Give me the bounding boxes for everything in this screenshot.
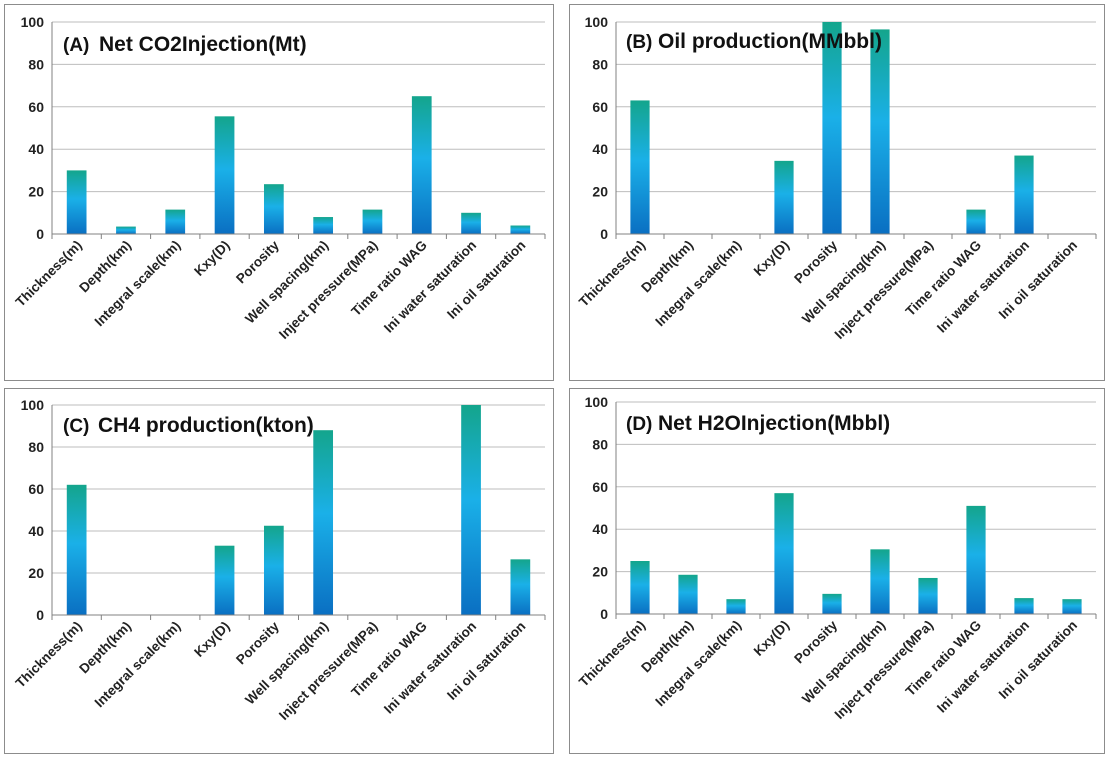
bar-d-0 <box>630 561 650 614</box>
y-tick-label-a-2: 40 <box>28 141 44 157</box>
bar-a-0 <box>66 170 87 234</box>
panel-label-d: (D) <box>626 414 652 435</box>
bar-d-6 <box>918 577 938 614</box>
y-tick-label-c-3: 60 <box>28 481 44 497</box>
bar-a-3 <box>214 116 235 234</box>
bar-a-5 <box>313 217 334 234</box>
y-tick-label-c-4: 80 <box>28 439 44 455</box>
panel-label-a: (A) <box>63 35 89 56</box>
bar-a-6 <box>362 209 383 234</box>
x-category-label-a-0: Thickness(m) <box>13 238 85 310</box>
bar-a-8 <box>461 212 481 234</box>
bar-c-5 <box>313 430 334 615</box>
y-tick-label-b-5: 100 <box>585 14 609 30</box>
bar-b-8 <box>1014 155 1034 234</box>
bar-d-5 <box>870 549 890 614</box>
chart-title-b: Oil production(MMbbl) <box>658 30 882 53</box>
x-category-label-c-6: Inject pressure(MPa) <box>276 619 381 724</box>
chart-panel-a: 0 20 40 60 80 100 Thickness(m) Depth(km) Integr… <box>4 4 554 381</box>
y-tick-label-a-4: 80 <box>28 56 44 72</box>
bar-a-1 <box>116 226 136 234</box>
y-tick-label-d-5: 100 <box>585 394 609 410</box>
bar-d-8 <box>1014 598 1034 614</box>
x-category-label-a-3: Kxy(D) <box>191 238 232 279</box>
chart-panel-d: 0 20 40 60 80 100 Thickness(m) Depth(km) Integr… <box>569 388 1105 754</box>
bar-c-8 <box>461 405 481 615</box>
panel-label-b: (B) <box>626 32 652 53</box>
y-tick-label-b-2: 40 <box>592 141 608 157</box>
bar-d-3 <box>774 493 794 614</box>
y-tick-label-c-2: 40 <box>28 523 44 539</box>
y-tick-label-b-3: 60 <box>592 99 608 115</box>
x-category-label-d-3: Kxy(D) <box>751 618 792 659</box>
x-category-label-a-4: Porosity <box>233 237 282 286</box>
x-category-label-b-4: Porosity <box>791 237 840 286</box>
x-category-label-a-2: Integral scale(km) <box>92 238 184 330</box>
y-tick-label-c-1: 20 <box>28 565 44 581</box>
bar-a-2 <box>165 209 186 234</box>
bar-c-4 <box>263 525 284 615</box>
y-tick-label-d-0: 0 <box>600 606 608 622</box>
chart-title-a: Net CO2Injection(Mt) <box>99 33 307 56</box>
bar-b-5 <box>870 29 890 235</box>
bar-d-1 <box>678 574 698 614</box>
y-tick-label-a-1: 20 <box>28 184 44 200</box>
bar-b-7 <box>966 209 986 234</box>
bar-a-4 <box>263 184 284 234</box>
y-tick-label-d-1: 20 <box>592 564 608 580</box>
x-category-label-c-4: Porosity <box>233 618 282 667</box>
x-category-label-d-5: Well spacing(km) <box>799 618 888 707</box>
x-category-label-d-2: Integral scale(km) <box>652 618 744 710</box>
x-category-label-c-8: Ini water saturation <box>381 619 479 717</box>
bar-c-3 <box>214 545 235 615</box>
bar-a-9 <box>510 225 531 234</box>
y-tick-label-a-3: 60 <box>28 99 44 115</box>
bar-d-4 <box>822 593 842 614</box>
x-category-label-c-5: Well spacing(km) <box>242 619 331 708</box>
bar-a-7 <box>411 96 432 234</box>
y-tick-label-b-0: 0 <box>600 226 608 242</box>
x-category-label-d-8: Ini water saturation <box>934 618 1032 716</box>
bar-c-9 <box>510 559 531 615</box>
y-tick-label-d-2: 40 <box>592 521 608 537</box>
chart-title-d: Net H2OInjection(Mbbl) <box>658 412 890 435</box>
bar-b-4 <box>822 22 842 234</box>
y-tick-label-c-5: 100 <box>21 397 45 413</box>
x-category-label-c-0: Thickness(m) <box>13 619 85 691</box>
chart-panel-b: 0 20 40 60 80 100 Thickness(m) Depth(km) Integr… <box>569 4 1105 381</box>
panel-label-c: (C) <box>63 416 89 437</box>
x-category-label-b-5: Well spacing(km) <box>799 238 888 327</box>
x-category-label-d-4: Porosity <box>791 617 840 666</box>
y-tick-label-a-0: 0 <box>36 226 44 242</box>
bar-d-9 <box>1062 599 1082 614</box>
y-tick-label-a-5: 100 <box>21 14 45 30</box>
y-tick-label-c-0: 0 <box>36 607 44 623</box>
x-category-label-b-0: Thickness(m) <box>576 238 648 310</box>
y-tick-label-b-4: 80 <box>592 56 608 72</box>
bar-c-0 <box>66 484 87 615</box>
y-tick-label-d-4: 80 <box>592 436 608 452</box>
x-category-label-b-3: Kxy(D) <box>751 238 792 279</box>
y-tick-label-b-1: 20 <box>592 184 608 200</box>
x-category-label-c-3: Kxy(D) <box>191 619 232 660</box>
chart-title-c: CH4 production(kton) <box>98 414 314 437</box>
x-category-label-d-0: Thickness(m) <box>576 618 648 690</box>
x-category-label-b-8: Ini water saturation <box>934 238 1032 336</box>
bar-b-3 <box>774 160 794 234</box>
x-category-label-b-2: Integral scale(km) <box>652 238 744 330</box>
bar-b-0 <box>630 100 650 234</box>
x-category-label-c-2: Integral scale(km) <box>92 619 184 711</box>
bar-d-7 <box>966 505 986 614</box>
y-tick-label-d-3: 60 <box>592 479 608 495</box>
bar-d-2 <box>726 599 746 614</box>
x-category-label-a-6: Inject pressure(MPa) <box>276 238 381 343</box>
x-category-label-a-8: Ini water saturation <box>381 238 479 336</box>
x-category-label-a-5: Well spacing(km) <box>242 238 331 327</box>
chart-panel-c: 0 20 40 60 80 100 Thickness(m) Depth(km) Integr… <box>4 388 554 754</box>
